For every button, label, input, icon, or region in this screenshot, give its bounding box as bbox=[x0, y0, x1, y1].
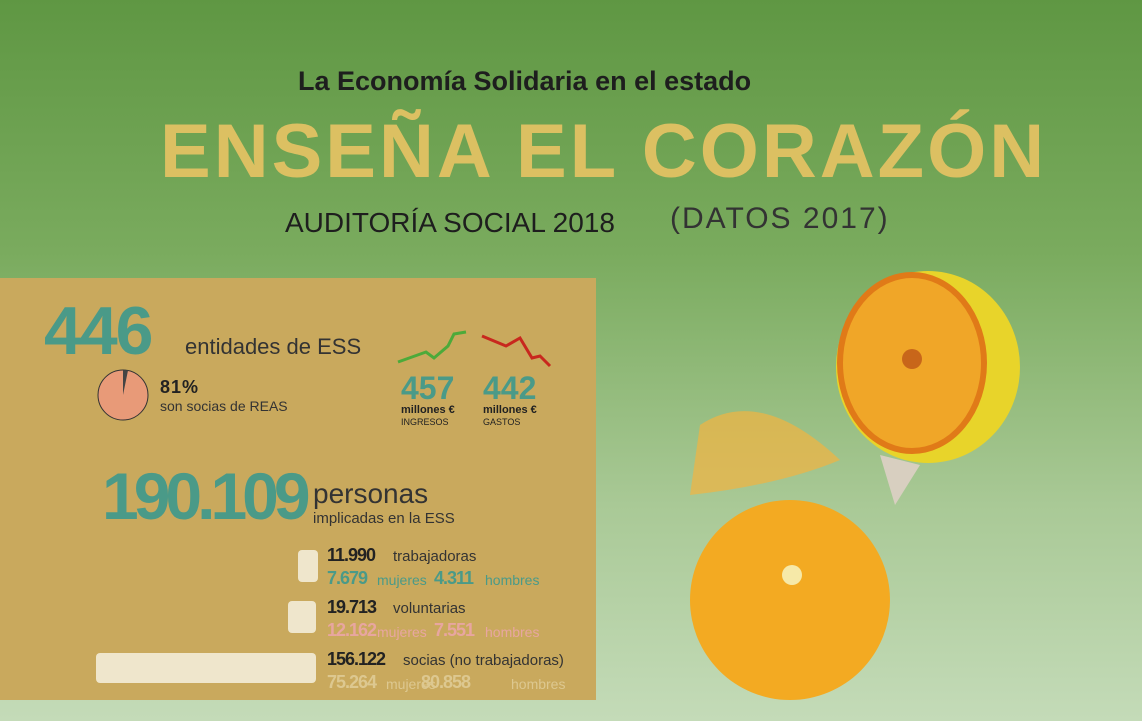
men-label: hombres bbox=[485, 572, 540, 588]
orange-illustration bbox=[690, 271, 1020, 700]
share: 81% bbox=[160, 377, 200, 397]
men-number: 7.551 bbox=[434, 620, 475, 640]
women-label: mujeres bbox=[377, 624, 427, 640]
expense-label: GASTOS bbox=[483, 417, 521, 427]
volunteer-icon bbox=[288, 601, 316, 633]
men-label: hombres bbox=[511, 676, 566, 692]
women-label: mujeres bbox=[377, 572, 427, 588]
pie-icon bbox=[97, 369, 149, 421]
income-number: 457 bbox=[401, 370, 455, 406]
expense-number: 442 bbox=[483, 370, 537, 406]
men-number: 4.311 bbox=[434, 568, 474, 588]
income-unit: millones € bbox=[401, 404, 455, 416]
note: (DATOS 2017) bbox=[670, 202, 890, 235]
group-number: 11.990 bbox=[327, 545, 376, 565]
group-label: trabajadoras bbox=[393, 548, 477, 565]
men-label: hombres bbox=[485, 624, 540, 640]
group-number: 19.713 bbox=[327, 597, 377, 617]
women-number: 12.162 bbox=[327, 620, 377, 640]
kicker: La Economía Solidaria en el estado bbox=[298, 66, 752, 96]
group-label: socias (no trabajadoras) bbox=[403, 652, 564, 669]
people-label: personas bbox=[313, 478, 429, 509]
women-number: 75.264 bbox=[327, 672, 377, 692]
men-number: 80.858 bbox=[421, 672, 471, 692]
worker-icon bbox=[298, 550, 318, 582]
expense-unit: millones € bbox=[483, 404, 537, 416]
people-sublabel: implicadas en la ESS bbox=[313, 510, 455, 527]
title: ENSEÑA EL CORAZÓN bbox=[160, 109, 1048, 194]
member-icons bbox=[96, 653, 316, 683]
women-label: mujeres bbox=[386, 676, 436, 692]
group-label: voluntarias bbox=[393, 600, 466, 617]
income-label: INGRESOS bbox=[401, 417, 449, 427]
women-number: 7.679 bbox=[327, 568, 368, 588]
share-label: son socias de REAS bbox=[160, 398, 288, 414]
subtitle: AUDITORÍA SOCIAL 2018 bbox=[285, 207, 615, 238]
group-number: 156.122 bbox=[327, 649, 386, 669]
entities-label: entidades de ESS bbox=[185, 334, 362, 359]
people-number: 190.109 bbox=[102, 459, 311, 533]
entities-number: 446 bbox=[44, 293, 153, 369]
trend-icons bbox=[397, 330, 552, 368]
